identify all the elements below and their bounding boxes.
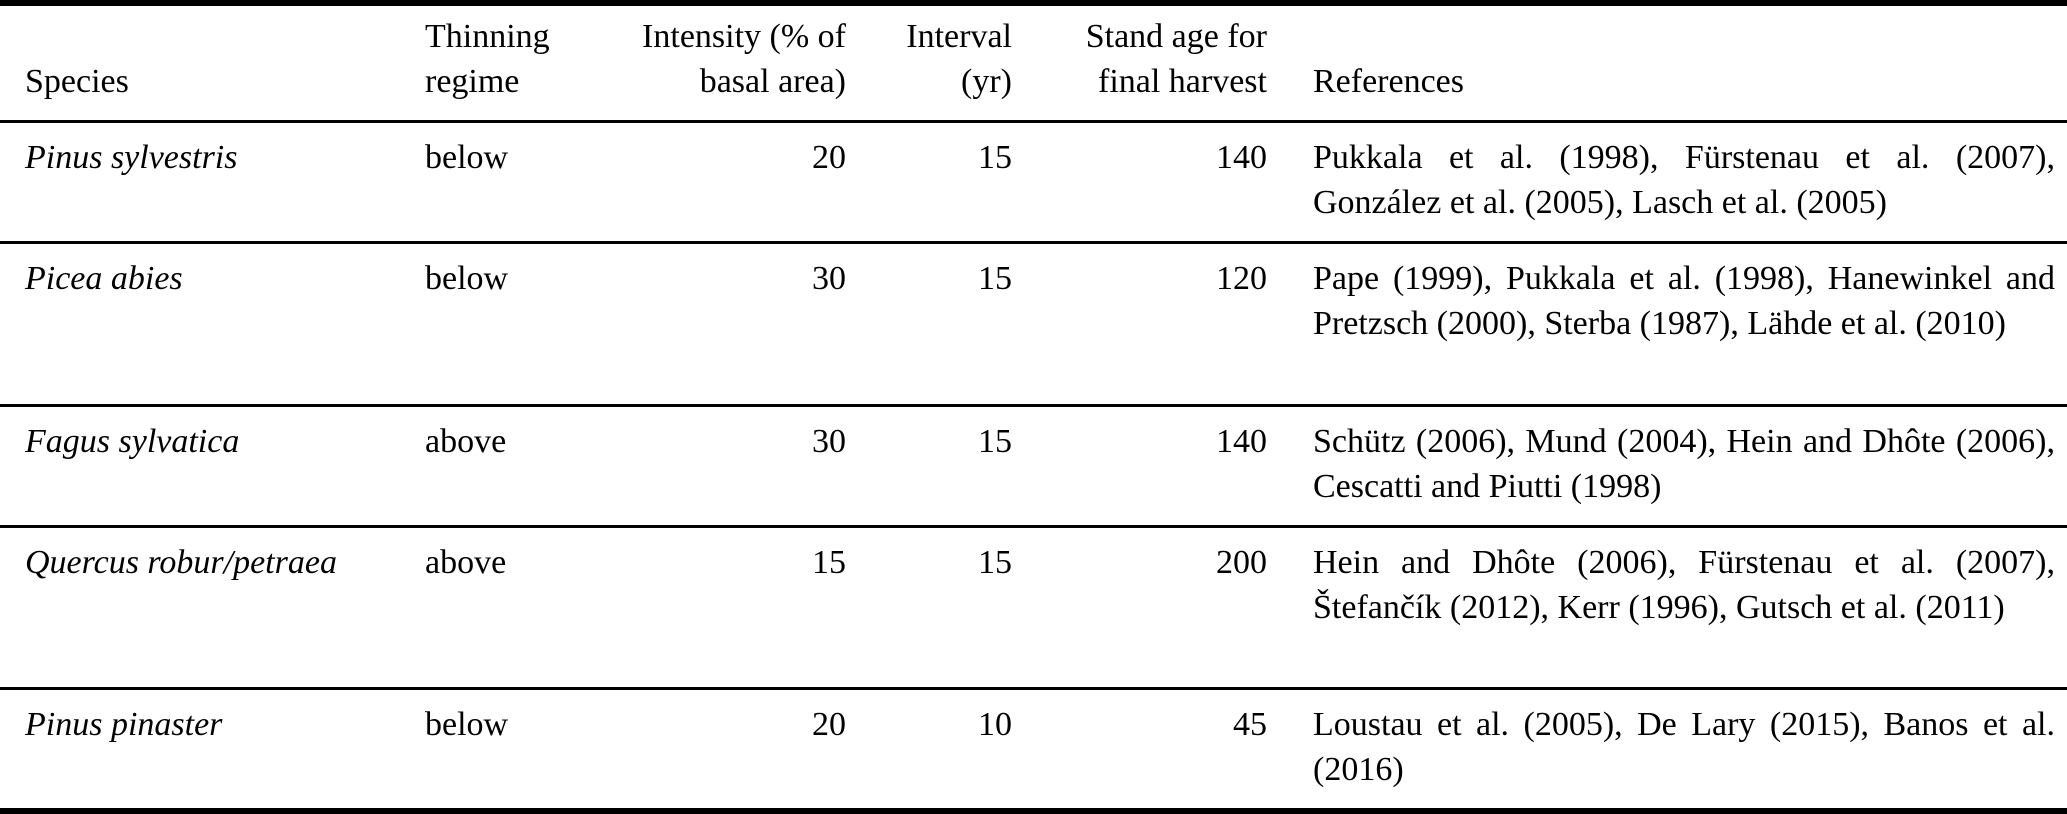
table-row: Pinus sylvestris below 20 15 140 Pukkala… — [0, 120, 2067, 243]
table-row: Fagus sylvatica above 30 15 140 Schütz (… — [0, 404, 2067, 527]
species-cell: Pinus sylvestris — [0, 120, 400, 243]
stand-age-cell: 140 — [1012, 120, 1267, 243]
intensity-cell: 15 — [600, 525, 846, 689]
species-cell: Pinus pinaster — [0, 687, 400, 811]
thinning-regime-cell: above — [400, 525, 600, 689]
intensity-cell: 20 — [600, 687, 846, 811]
column-header-interval: Interval (yr) — [906, 18, 1012, 100]
references-cell: Loustau et al. (2005), De Lary (2015), B… — [1267, 687, 2067, 811]
interval-cell: 15 — [846, 241, 1012, 406]
intensity-cell: 20 — [600, 120, 846, 243]
references-cell: Pukkala et al. (1998), Fürstenau et al. … — [1267, 120, 2067, 243]
references-cell: Pape (1999), Pukkala et al. (1998), Hane… — [1267, 241, 2067, 406]
interval-cell: 15 — [846, 120, 1012, 243]
stand-age-cell: 140 — [1012, 404, 1267, 527]
interval-cell: 15 — [846, 525, 1012, 689]
table-row: Pinus pinaster below 20 10 45 Loustau et… — [0, 687, 2067, 811]
column-header-thinning-regime: Thinning regime — [425, 18, 550, 100]
references-cell: Schütz (2006), Mund (2004), Hein and Dhô… — [1267, 404, 2067, 527]
intensity-cell: 30 — [600, 241, 846, 406]
table-row: Picea abies below 30 15 120 Pape (1999),… — [0, 241, 2067, 406]
species-cell: Quercus robur/petraea — [0, 525, 400, 689]
table-body: Pinus sylvestris below 20 15 140 Pukkala… — [0, 120, 2067, 811]
stand-age-cell: 45 — [1012, 687, 1267, 811]
table-header-row: Species Thinning regime Intensity (% of ba… — [0, 3, 2067, 122]
interval-cell: 10 — [846, 687, 1012, 811]
stand-age-cell: 200 — [1012, 525, 1267, 689]
thinning-regime-cell: below — [400, 120, 600, 243]
stand-age-cell: 120 — [1012, 241, 1267, 406]
species-cell: Picea abies — [0, 241, 400, 406]
table-row: Quercus robur/petraea above 15 15 200 He… — [0, 525, 2067, 689]
column-header-stand-age: Stand age for final harvest — [1085, 18, 1267, 100]
interval-cell: 15 — [846, 404, 1012, 527]
thinning-regime-cell: above — [400, 404, 600, 527]
thinning-regime-cell: below — [400, 687, 600, 811]
intensity-cell: 30 — [600, 404, 846, 527]
references-cell: Hein and Dhôte (2006), Fürstenau et al. … — [1267, 525, 2067, 689]
species-cell: Fagus sylvatica — [0, 404, 400, 527]
column-header-species: Species — [25, 63, 129, 100]
table-header: Species Thinning regime Intensity (% of ba… — [0, 3, 2067, 122]
column-header-references: References — [1313, 63, 1465, 100]
column-header-intensity: Intensity (% of basal area) — [642, 18, 846, 100]
thinning-regime-cell: below — [400, 241, 600, 406]
